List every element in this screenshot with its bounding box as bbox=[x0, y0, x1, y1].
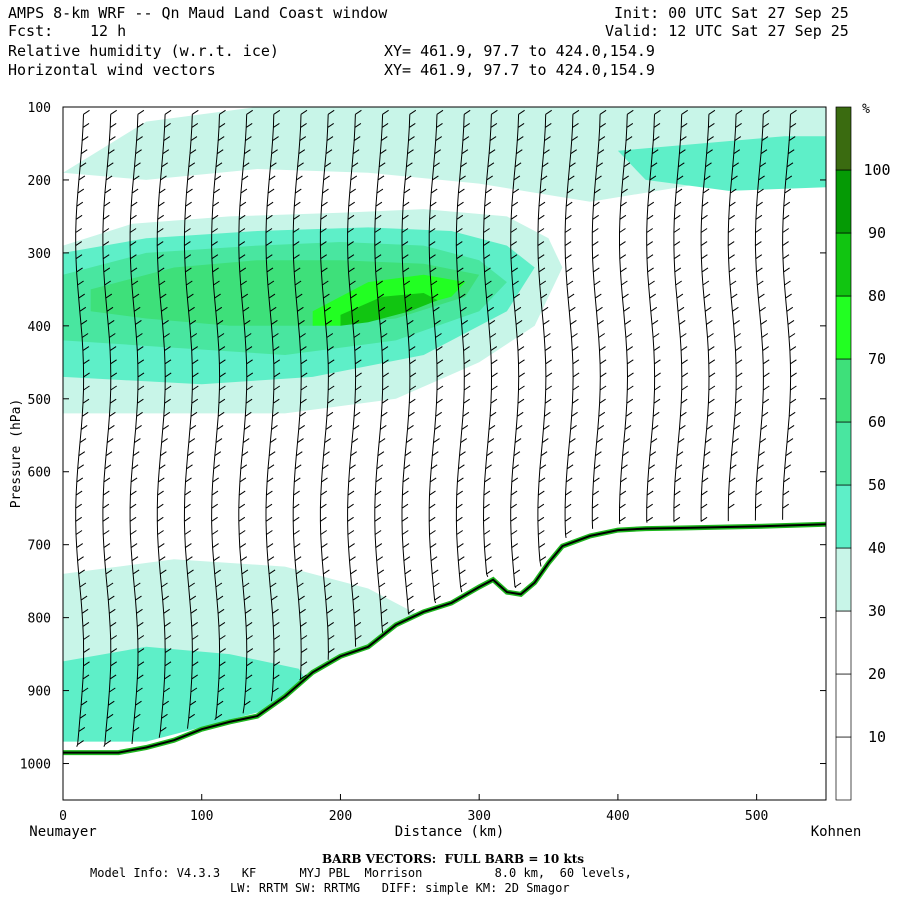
colorbar-box-6 bbox=[835, 358, 852, 423]
colorbar-box-5 bbox=[835, 421, 852, 486]
wind-barb-column-2 bbox=[129, 109, 145, 744]
x-tick-label-0: 0 bbox=[59, 809, 67, 824]
colorbar-box-4 bbox=[835, 484, 852, 549]
colorbar-label-4: 50 bbox=[868, 476, 886, 494]
wind-barb-column-13 bbox=[428, 109, 444, 604]
init-time: Init: 00 UTC Sat 27 Sep 25 bbox=[614, 4, 849, 22]
x-axis-label: Distance (km) bbox=[395, 824, 505, 840]
wind-barbs bbox=[75, 109, 797, 747]
y-tick-label-5: 600 bbox=[28, 466, 51, 481]
forecast-label: Fcst: bbox=[8, 22, 54, 40]
y-tick-label-0: 100 bbox=[28, 101, 51, 116]
colorbar-box-2 bbox=[835, 610, 852, 675]
model-info-line2: LW: RRTM SW: RRTMG DIFF: simple KM: 2D S… bbox=[230, 881, 570, 895]
model-info-line1: Model Info: V4.3.3 KF MYJ PBL Morrison 8… bbox=[90, 866, 632, 880]
valid-time: Valid: 12 UTC Sat 27 Sep 25 bbox=[605, 22, 849, 40]
x-tick-label-4: 400 bbox=[606, 809, 629, 824]
wind-barb-column-10 bbox=[347, 109, 362, 647]
wind-barb-column-25 bbox=[754, 109, 770, 521]
wind-barb-column-3 bbox=[156, 109, 172, 738]
plot-layer bbox=[63, 107, 826, 800]
y-tick-label-2: 300 bbox=[28, 247, 51, 262]
y-tick-label-1: 200 bbox=[28, 174, 51, 189]
y-tick-label-4: 500 bbox=[28, 393, 51, 408]
rh-region-9 bbox=[617, 136, 826, 191]
wind-barb-column-22 bbox=[673, 109, 689, 523]
wind-barb-column-4 bbox=[183, 109, 199, 729]
colorbar-label-2: 30 bbox=[868, 602, 886, 620]
wind-barb-column-7 bbox=[265, 109, 281, 702]
y-tick-label-8: 900 bbox=[28, 685, 51, 700]
terrain-line bbox=[63, 523, 826, 754]
wind-barb-column-9 bbox=[319, 109, 335, 660]
colorbar-unit: % bbox=[862, 102, 870, 117]
wind-barb-column-18 bbox=[564, 109, 580, 538]
colorbar-label-6: 70 bbox=[868, 350, 886, 368]
x-start-label: Neumayer bbox=[29, 824, 96, 840]
colorbar-label-9: 100 bbox=[863, 161, 890, 179]
colorbar-box-1 bbox=[835, 673, 852, 738]
wind-barb-column-12 bbox=[401, 109, 417, 615]
chart-title: AMPS 8-km WRF -- Qn Maud Land Coast wind… bbox=[8, 4, 388, 22]
colorbar-box-0 bbox=[835, 736, 852, 801]
wind-barb-column-5 bbox=[211, 109, 226, 721]
barb-legend: BARB VECTORS: FULL BARB = 10 kts bbox=[322, 852, 585, 866]
terrain-mask bbox=[63, 524, 826, 800]
wind-barb-column-17 bbox=[537, 109, 553, 567]
colorbar-box-8 bbox=[835, 232, 852, 297]
wind-barb-column-26 bbox=[782, 109, 797, 520]
wind-barb-column-16 bbox=[510, 109, 525, 588]
x-tick-label-5: 500 bbox=[745, 809, 768, 824]
y-tick-label-9: 1000 bbox=[20, 758, 51, 773]
field-name-wind: Horizontal wind vectors bbox=[8, 61, 216, 79]
x-tick-label-3: 300 bbox=[467, 809, 490, 824]
wind-barb-column-14 bbox=[455, 109, 471, 593]
y-tick-label-6: 700 bbox=[28, 539, 51, 554]
wind-barb-column-0 bbox=[75, 109, 90, 747]
colorbar-label-5: 60 bbox=[868, 413, 886, 431]
colorbar-box-10 bbox=[835, 106, 852, 171]
wind-barb-column-19 bbox=[591, 109, 607, 529]
xy-range-rh: XY= 461.9, 97.7 to 424.0,154.9 bbox=[384, 42, 655, 60]
colorbar-label-3: 40 bbox=[868, 539, 886, 557]
wind-barb-column-15 bbox=[483, 109, 498, 577]
colorbar-box-7 bbox=[835, 295, 852, 360]
forecast-value: 12 h bbox=[90, 22, 127, 40]
wind-barb-column-24 bbox=[727, 109, 743, 522]
rh-region-6 bbox=[340, 293, 438, 326]
colorbar-label-8: 90 bbox=[868, 224, 886, 242]
x-tick-label-2: 200 bbox=[329, 809, 352, 824]
colorbar-label-0: 10 bbox=[868, 728, 886, 746]
xy-range-wind: XY= 461.9, 97.7 to 424.0,154.9 bbox=[384, 61, 655, 79]
colorbar-label-1: 20 bbox=[868, 665, 886, 683]
wind-barb-column-11 bbox=[374, 109, 389, 633]
wind-barb-column-23 bbox=[700, 109, 716, 522]
y-axis-label: Pressure (hPa) bbox=[9, 399, 24, 509]
rh-region-8 bbox=[63, 646, 313, 742]
colorbar-box-3 bbox=[835, 547, 852, 612]
wind-barb-column-21 bbox=[646, 109, 661, 523]
x-tick-label-1: 100 bbox=[190, 809, 213, 824]
wind-barb-column-1 bbox=[102, 109, 118, 747]
x-end-label: Kohnen bbox=[811, 824, 862, 840]
wind-barb-column-6 bbox=[238, 109, 254, 714]
colorbar-label-7: 80 bbox=[868, 287, 886, 305]
plot-frame bbox=[62, 106, 827, 801]
wind-barb-column-20 bbox=[619, 109, 634, 525]
y-tick-label-7: 800 bbox=[28, 612, 51, 627]
wind-barb-column-8 bbox=[292, 109, 308, 681]
colorbar-box-9 bbox=[835, 169, 852, 234]
y-tick-label-3: 400 bbox=[28, 320, 51, 335]
rh-region-0 bbox=[63, 107, 826, 202]
field-name-rh: Relative humidity (w.r.t. ice) bbox=[8, 42, 279, 60]
